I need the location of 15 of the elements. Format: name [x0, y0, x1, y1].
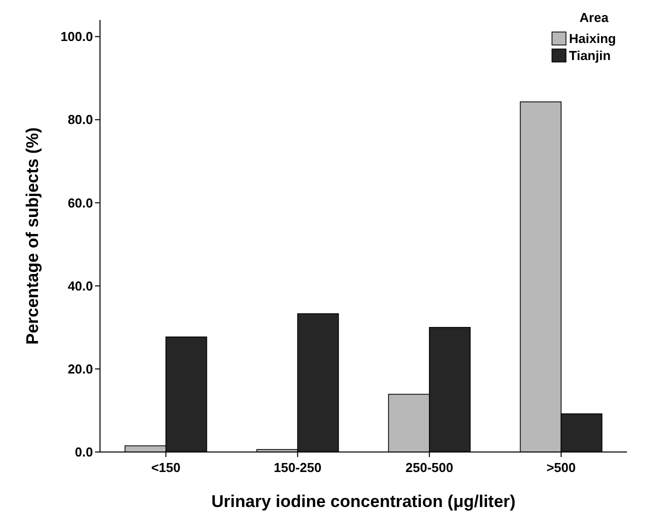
- x-tick-label: 150-250: [274, 460, 322, 475]
- legend-title: Area: [580, 10, 610, 25]
- x-tick-label: 250-500: [406, 460, 454, 475]
- y-tick-label: 0.0: [74, 444, 93, 460]
- y-axis-title: Percentage of subjects (%): [23, 127, 42, 345]
- legend-label: Haixing: [569, 31, 616, 46]
- y-tick-label: 60.0: [68, 195, 93, 210]
- y-tick-label: 100.0: [60, 29, 93, 44]
- y-tick-label: 40.0: [68, 278, 93, 294]
- x-tick-label: <150: [151, 460, 181, 475]
- x-tick-label: >500: [546, 460, 576, 475]
- legend-label: Tianjin: [569, 48, 611, 63]
- y-tick-label: 80.0: [68, 112, 93, 128]
- y-tick-label: 20.0: [68, 361, 93, 376]
- x-axis-title: Urinary iodine concentration (μg/liter): [211, 492, 516, 511]
